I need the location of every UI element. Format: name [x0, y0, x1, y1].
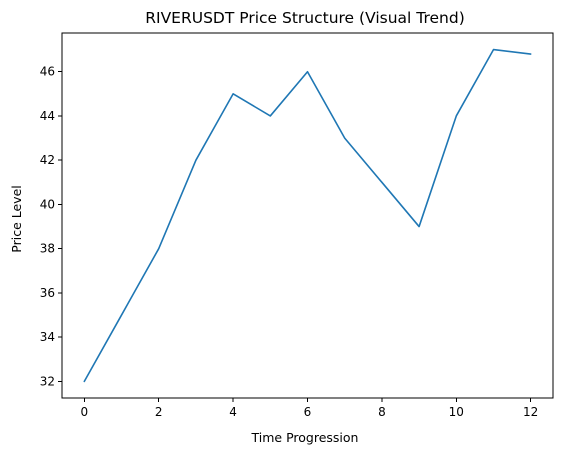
series-group	[83, 48, 532, 383]
chart-title: RIVERUSDT Price Structure (Visual Trend)	[145, 9, 465, 27]
y-axis-label: Price Level	[9, 185, 24, 252]
y-tick-label: 46	[40, 65, 55, 79]
series-line	[83, 48, 532, 383]
x-axis: 0 2 4 6 8 10 12	[80, 398, 538, 419]
y-tick-label: 34	[40, 330, 55, 344]
x-tick-label: 10	[449, 405, 464, 419]
x-tick-label: 8	[378, 405, 386, 419]
y-axis: 32 34 36 38 40 42 44 46	[40, 65, 62, 388]
x-tick-label: 2	[155, 405, 163, 419]
y-tick-label: 32	[40, 374, 55, 388]
x-tick-label: 0	[80, 405, 88, 419]
x-axis-label: Time Progression	[251, 430, 359, 445]
y-tick-label: 36	[40, 286, 55, 300]
y-tick-label: 44	[40, 109, 55, 123]
x-tick-label: 6	[304, 405, 312, 419]
axes-frame	[61, 32, 554, 399]
y-tick-label: 38	[40, 242, 55, 256]
y-tick-label: 40	[40, 197, 55, 211]
x-tick-label: 4	[229, 405, 237, 419]
x-tick-label: 12	[523, 405, 538, 419]
y-tick-label: 42	[40, 153, 55, 167]
